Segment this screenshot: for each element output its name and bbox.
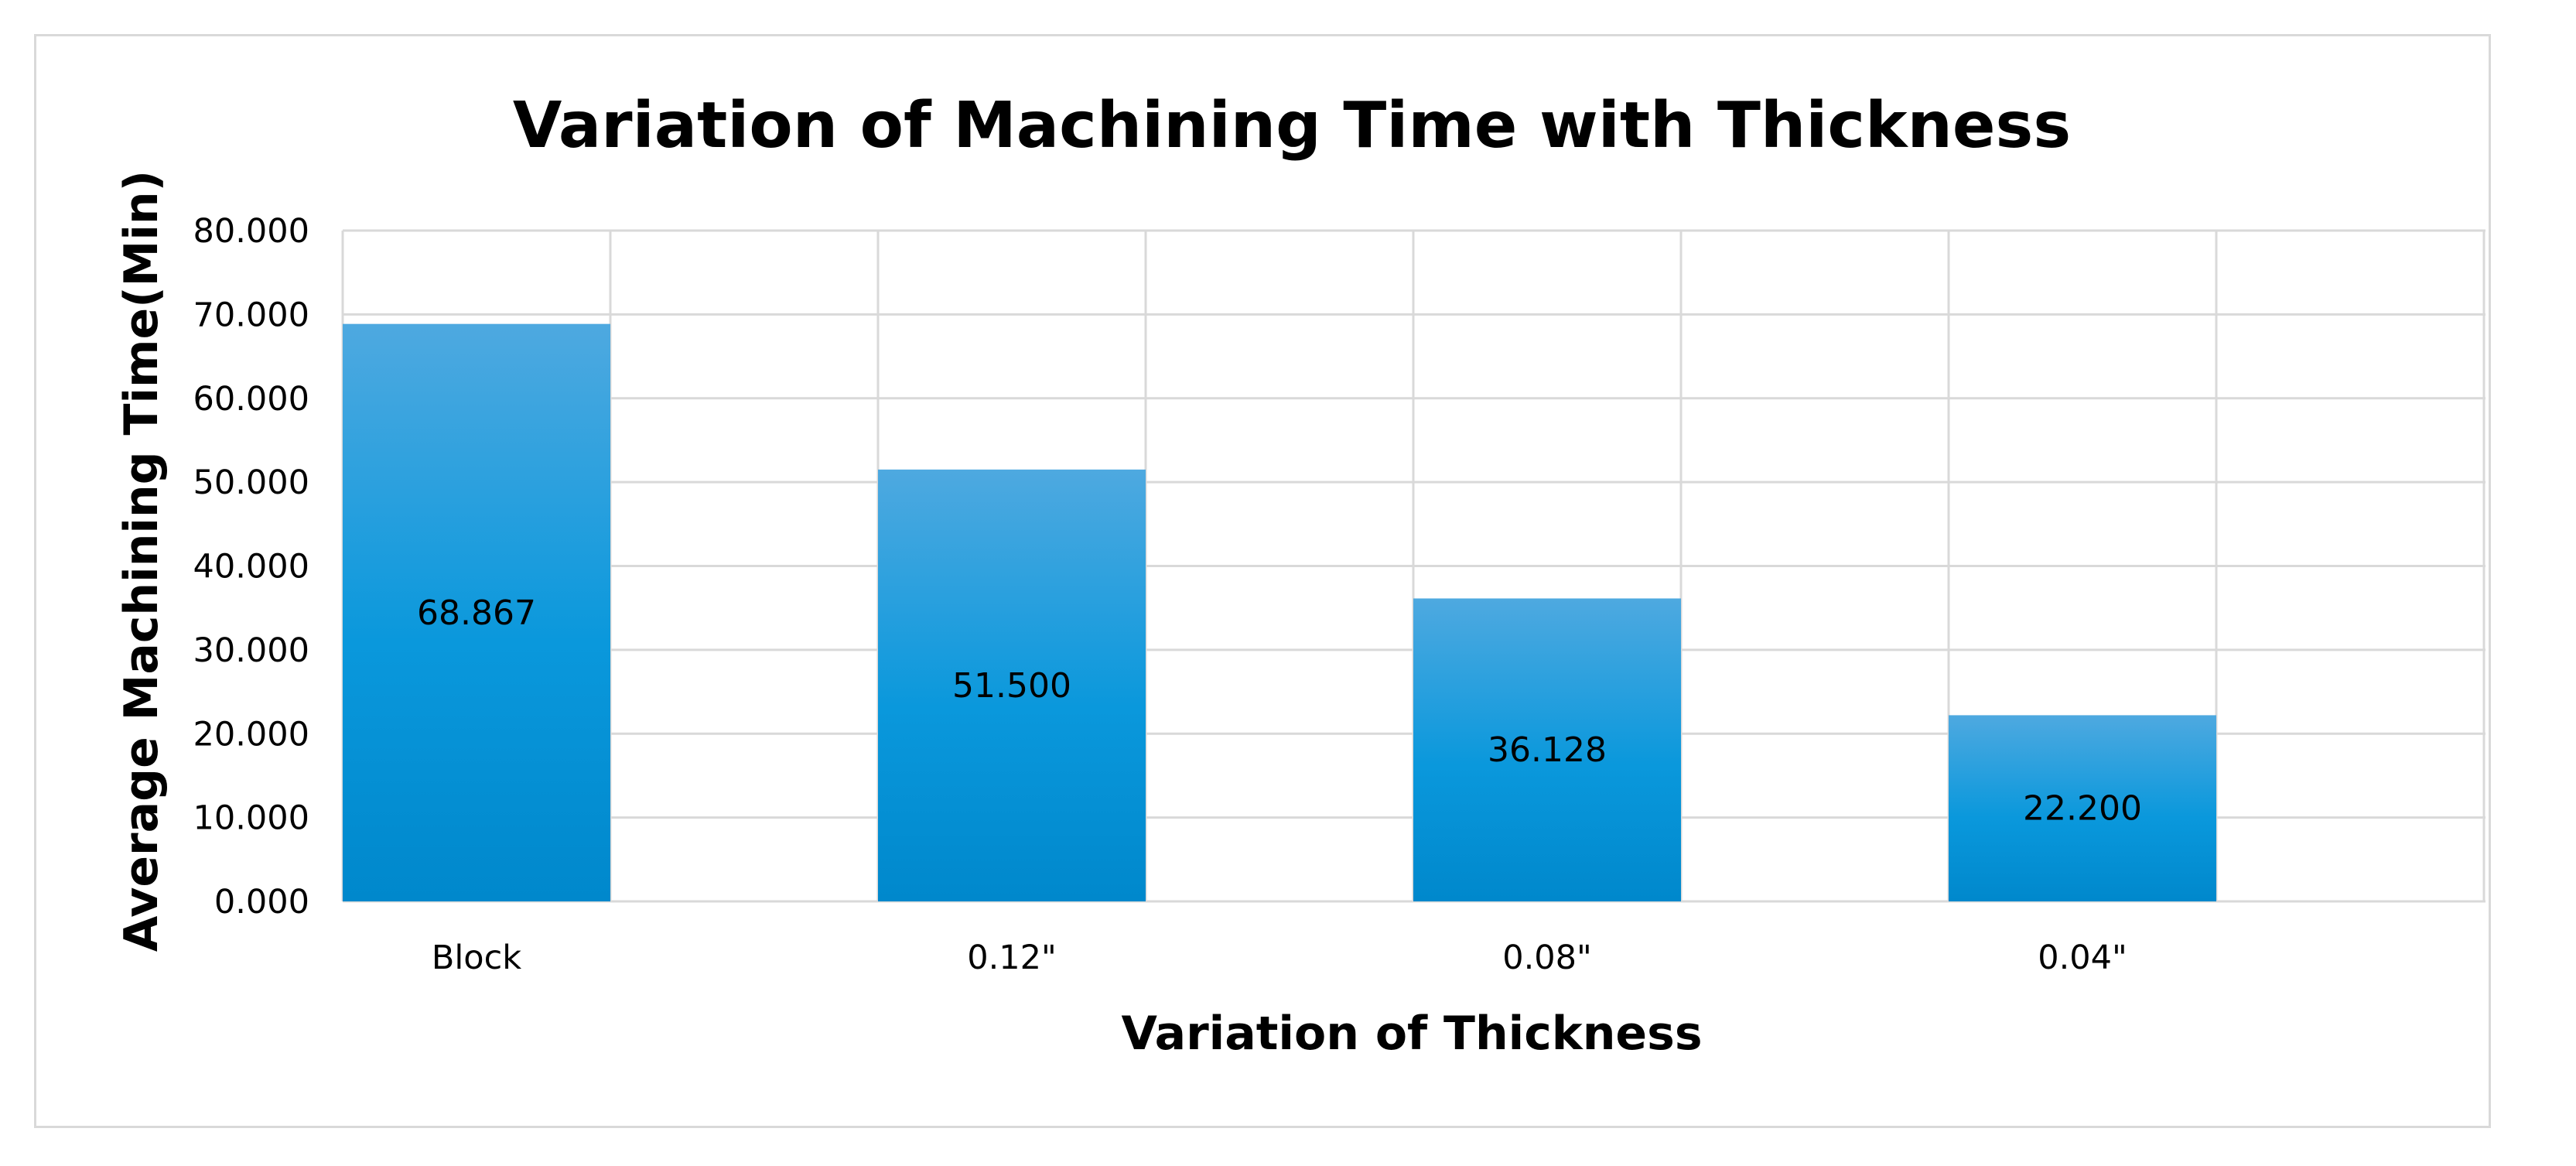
y-tick-label: 40.000 <box>193 548 309 586</box>
y-tick-label: 30.000 <box>193 631 309 670</box>
x-axis-ticks: Block 0.12" 0.08" 0.04" <box>432 939 2127 977</box>
y-tick-label: 10.000 <box>193 799 309 838</box>
y-tick-label: 0.000 <box>214 883 309 922</box>
y-tick-label: 50.000 <box>193 463 309 502</box>
bar-3 <box>1949 715 2216 901</box>
bar-2 <box>1413 598 1681 901</box>
data-label-3: 22.200 <box>2023 789 2142 829</box>
x-tick-label: 0.04" <box>2038 939 2127 977</box>
x-tick-label: Block <box>432 939 521 977</box>
y-tick-label: 60.000 <box>193 380 309 419</box>
data-label-2: 36.128 <box>1488 730 1607 770</box>
y-axis-ticks: 0.000 10.000 20.000 30.000 40.000 50.000 60.00… <box>193 212 309 922</box>
bar-1 <box>878 469 1146 901</box>
bar-0 <box>343 323 610 901</box>
chart-title: Variation of Machining Time with Thickne… <box>513 89 2071 162</box>
x-tick-label: 0.12" <box>967 939 1057 977</box>
data-label-0: 68.867 <box>417 593 536 633</box>
bars <box>343 323 2216 901</box>
y-tick-label: 80.000 <box>193 212 309 251</box>
y-axis-title: Average Machining Time(Min) <box>114 170 169 952</box>
y-tick-label: 20.000 <box>193 715 309 754</box>
x-tick-label: 0.08" <box>1502 939 1592 977</box>
x-axis-title: Variation of Thickness <box>1121 1007 1702 1061</box>
data-label-1: 51.500 <box>952 666 1071 706</box>
data-labels: 68.867 51.500 36.128 22.200 <box>417 593 2142 829</box>
y-tick-label: 70.000 <box>193 296 309 334</box>
